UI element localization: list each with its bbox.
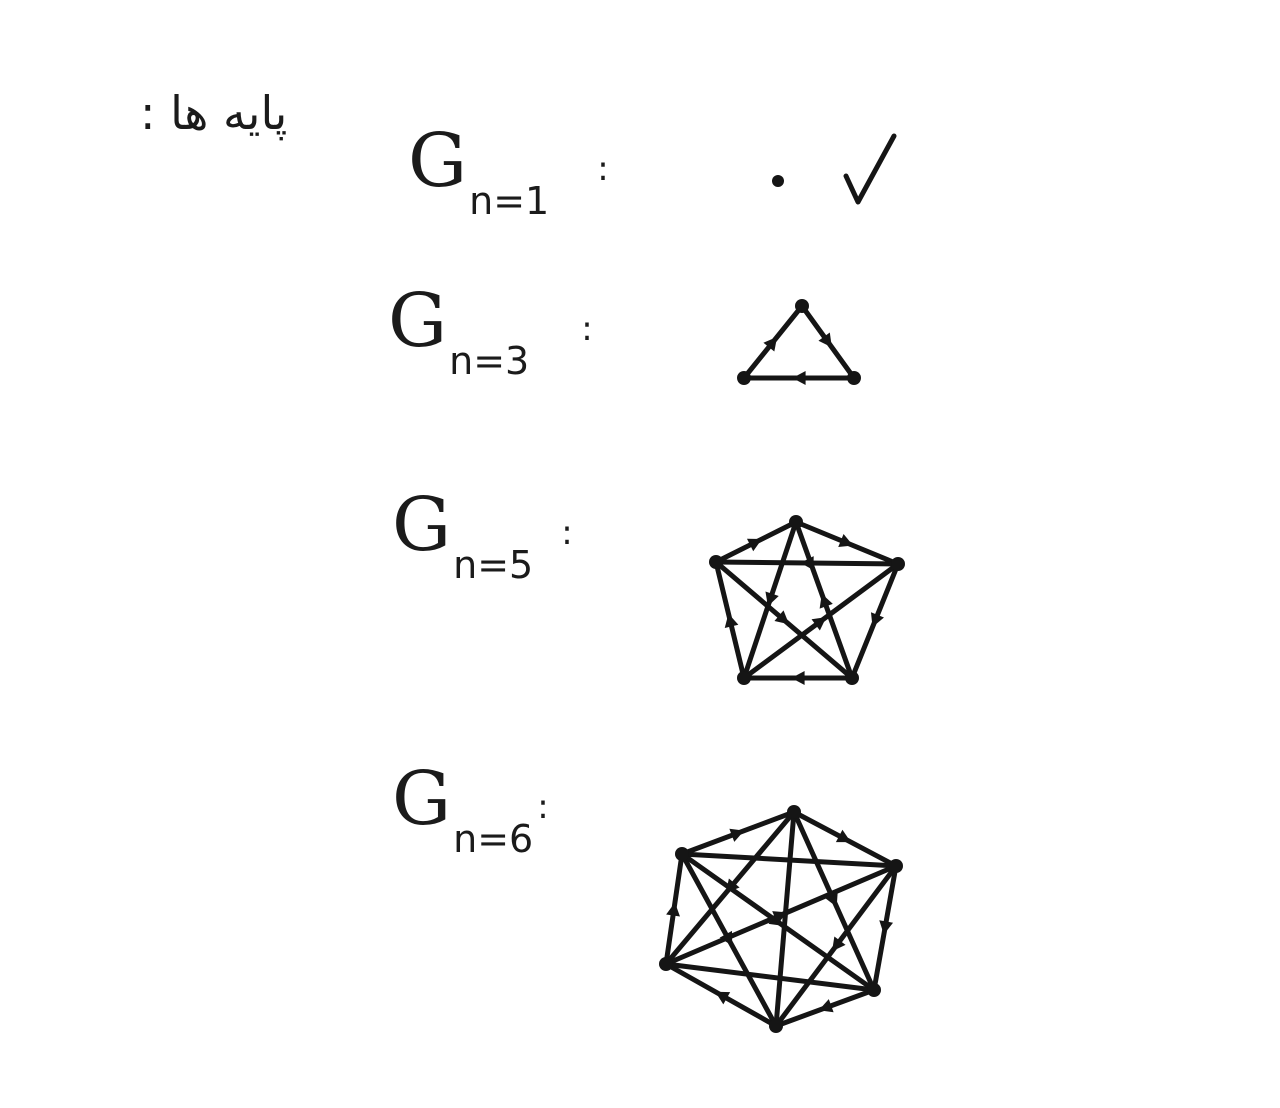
edge-arrow (835, 829, 851, 843)
edge-arrow (832, 936, 846, 952)
label-main: G (388, 278, 448, 364)
vertex (769, 1019, 783, 1033)
label-subscript: n=5 (453, 543, 534, 587)
edge-arrow (791, 671, 805, 685)
graph-n6 (659, 805, 903, 1033)
vertex (737, 371, 751, 385)
label-subscript: n=1 (469, 179, 550, 223)
edge-arrow (824, 892, 838, 908)
graph-n3 (737, 299, 861, 385)
label-subscript: n=3 (449, 339, 530, 383)
label-g-n5: Gn=5: (392, 488, 573, 584)
edge-arrow (772, 911, 788, 925)
vertex (867, 983, 881, 997)
label-colon: : (537, 787, 549, 827)
vertex (737, 671, 751, 685)
graph-n5 (709, 515, 905, 685)
label-colon: : (597, 149, 609, 189)
edge-arrow (765, 591, 779, 607)
label-main: G (392, 756, 452, 842)
edge-arrow (763, 336, 778, 352)
edge (663, 961, 877, 993)
edge-arrow (818, 999, 834, 1013)
edge-arrow (811, 617, 827, 631)
edge-arrow (879, 920, 894, 935)
heading: پایه ها : (140, 86, 288, 140)
edge-arrow (715, 991, 731, 1005)
label-main: G (408, 118, 468, 204)
label-subscript: n=6 (453, 817, 534, 861)
vertex (847, 371, 861, 385)
check-icon (843, 133, 897, 205)
vertex (891, 557, 905, 571)
graph-n1 (772, 133, 897, 205)
edge-arrow (792, 371, 806, 385)
vertex (772, 175, 784, 187)
vertex (789, 515, 803, 529)
edge-arrow (666, 902, 680, 917)
label-main: G (392, 482, 452, 568)
edge-arrow (818, 332, 832, 348)
edge (773, 809, 797, 1029)
vertex (675, 847, 689, 861)
vertex (889, 859, 903, 873)
edge-arrow (870, 612, 884, 628)
label-colon: : (561, 513, 573, 553)
vertex (659, 957, 673, 971)
vertex (845, 671, 859, 685)
vertex (709, 555, 723, 569)
edge-arrow (774, 610, 790, 625)
label-colon: : (581, 309, 593, 349)
label-g-n3: Gn=3: (388, 284, 593, 380)
edge-arrow (729, 828, 745, 842)
vertex (787, 805, 801, 819)
edge-arrow (724, 613, 739, 629)
label-g-n6: Gn=6: (392, 762, 549, 858)
edge-arrow (746, 538, 762, 552)
edge-arrow (838, 534, 854, 547)
vertex (795, 299, 809, 313)
label-g-n1: Gn=1: (408, 124, 609, 220)
edge-arrow (819, 593, 833, 609)
